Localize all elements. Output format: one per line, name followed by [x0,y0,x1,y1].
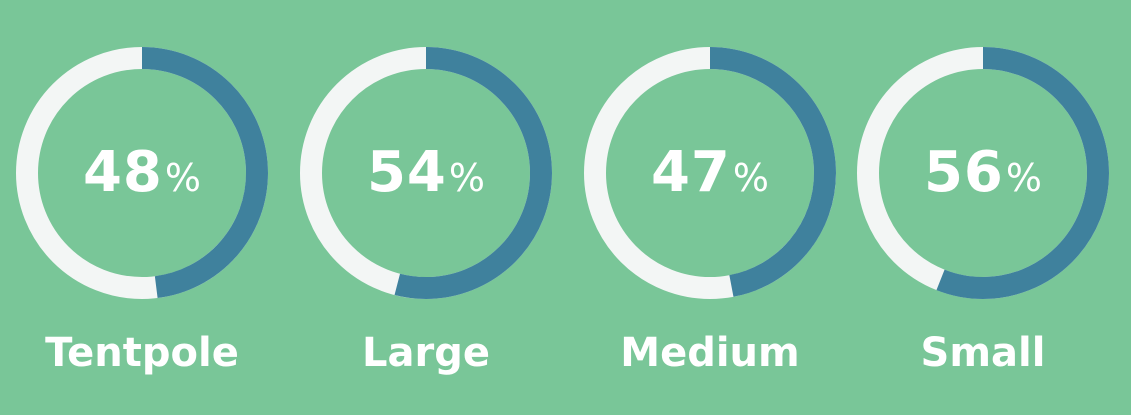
gauge-percent-small: 56% [857,145,1109,201]
gauge-unit: % [448,156,486,200]
gauge-unit: % [164,156,202,200]
gauge-percent-tentpole: 48% [16,145,268,201]
gauge-percent-large: 54% [300,145,552,201]
gauge-tentpole: 48% Tentpole [16,47,296,407]
gauge-label: Tentpole [45,330,239,376]
ring-arc-medium [584,47,836,299]
gauge-value: 48 [82,140,163,205]
ring-arc-large [300,47,552,299]
gauge-ring-large [300,47,552,299]
gauge-value: 47 [650,140,731,205]
gauge-ring-small [857,47,1109,299]
gauge-value: 56 [923,140,1004,205]
gauge-medium: 47% Medium [584,47,864,407]
gauge-large: 54% Large [300,47,580,407]
gauge-percent-medium: 47% [584,145,836,201]
gauge-unit: % [732,156,770,200]
gauge-ring-tentpole [16,47,268,299]
gauge-small: 56% Small [857,47,1131,407]
ring-arc-small [857,47,1109,299]
gauge-ring-medium [584,47,836,299]
gauge-unit: % [1005,156,1043,200]
gauge-label: Small [920,330,1046,376]
ring-arc-tentpole [16,47,268,299]
gauge-label: Medium [620,330,800,376]
gauge-label: Large [362,330,490,376]
gauge-value: 54 [366,140,447,205]
